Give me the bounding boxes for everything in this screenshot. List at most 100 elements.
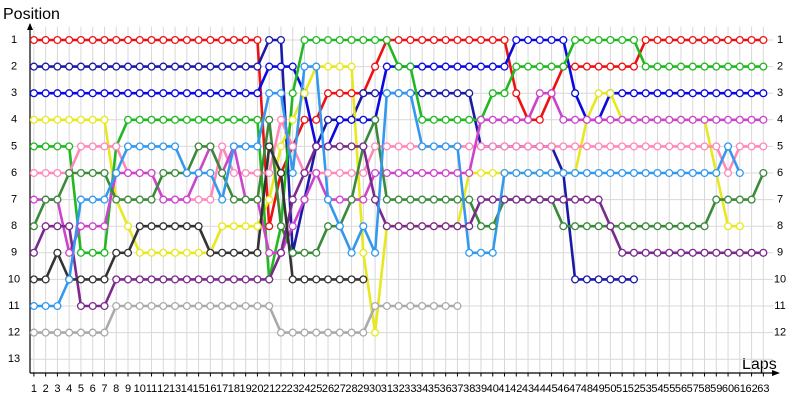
lap-marker: [229, 142, 238, 151]
lap-marker: [100, 168, 109, 178]
lap-marker: [65, 222, 74, 231]
lap-marker: [335, 168, 344, 178]
lap-marker: [100, 115, 109, 124]
lap-marker: [547, 35, 556, 45]
lap-marker: [747, 35, 756, 45]
lap-marker: [676, 35, 686, 45]
lap-marker: [112, 89, 121, 98]
lap-marker: [359, 115, 368, 124]
lap-marker: [29, 89, 38, 98]
lap-marker: [535, 168, 544, 178]
lap-marker: [618, 62, 627, 71]
lap-marker: [135, 62, 144, 71]
lap-marker: [700, 89, 709, 98]
lap-marker: [88, 195, 97, 204]
y2-tick-label: 11: [774, 300, 785, 312]
x-tick-label: 26: [322, 383, 334, 395]
lap-marker: [159, 35, 168, 45]
lap-marker: [712, 142, 721, 151]
lap-marker: [453, 89, 462, 98]
lap-marker: [535, 35, 544, 45]
lap-marker: [512, 115, 521, 124]
y-tick-label: 7: [11, 194, 17, 206]
lap-marker: [688, 35, 697, 45]
lap-marker: [194, 35, 203, 45]
lap-marker: [665, 115, 674, 124]
lap-marker: [688, 89, 697, 98]
lap-marker: [335, 62, 344, 71]
lap-marker: [700, 168, 709, 178]
lap-marker: [41, 62, 50, 71]
lap-marker: [112, 301, 121, 311]
y-tick-label: 11: [8, 300, 19, 312]
lap-marker: [676, 248, 686, 257]
lap-marker: [229, 195, 238, 204]
lap-marker: [218, 248, 227, 257]
lap-marker: [724, 35, 733, 45]
lap-marker: [618, 248, 627, 257]
lap-marker: [571, 275, 580, 284]
x-tick-label: 55: [663, 383, 675, 395]
lap-marker: [488, 248, 497, 257]
lap-marker: [135, 301, 144, 311]
lap-marker: [371, 115, 380, 124]
lap-marker: [594, 222, 603, 231]
x-tick-label: 21: [263, 383, 275, 395]
lap-marker: [724, 222, 733, 231]
x-tick-label: 46: [557, 383, 569, 395]
lap-marker: [347, 275, 356, 284]
lap-marker: [76, 115, 85, 124]
lap-marker: [535, 195, 544, 204]
lap-marker: [218, 275, 227, 284]
lap-marker: [53, 35, 62, 45]
lap-marker: [88, 115, 97, 124]
lap-marker: [123, 168, 133, 178]
x-tick-label: 40: [487, 383, 499, 395]
y-tick-label: 12: [8, 327, 20, 339]
x-tick-label: 23: [287, 383, 299, 395]
lap-marker: [147, 142, 156, 151]
lap-marker: [65, 328, 74, 337]
lap-marker: [606, 142, 615, 151]
lap-marker: [253, 35, 262, 45]
lap-marker: [500, 62, 509, 71]
x-tick-label: 29: [357, 383, 369, 395]
lap-marker: [135, 168, 144, 178]
lap-marker: [253, 142, 262, 151]
lap-marker: [559, 195, 568, 204]
lap-marker: [288, 222, 297, 231]
lap-marker: [429, 115, 438, 124]
lap-marker: [465, 89, 474, 98]
lap-marker: [206, 168, 215, 178]
lap-marker: [523, 168, 533, 178]
lap-marker: [265, 275, 274, 284]
lap-marker: [323, 89, 333, 98]
lap-marker: [41, 168, 50, 178]
lap-marker: [76, 168, 85, 178]
x-tick-label: 43: [522, 383, 534, 395]
lap-marker: [171, 168, 180, 178]
lap-marker: [123, 115, 133, 124]
lap-marker: [559, 222, 568, 231]
y2-tick-label: 10: [774, 273, 786, 285]
lap-marker: [382, 301, 391, 311]
lap-marker: [759, 115, 768, 124]
lap-marker: [29, 115, 38, 124]
lap-marker: [371, 301, 380, 311]
lap-marker: [523, 195, 533, 204]
x-tick-label: 19: [240, 383, 252, 395]
lap-marker: [512, 62, 521, 71]
lap-marker: [182, 248, 191, 257]
lap-marker: [747, 248, 756, 257]
lap-marker: [453, 62, 462, 71]
lap-marker: [594, 275, 603, 284]
lap-marker: [641, 62, 650, 71]
lap-marker: [241, 142, 250, 151]
lap-marker: [194, 168, 203, 178]
lap-marker: [182, 275, 191, 284]
lap-marker: [571, 35, 580, 45]
x-tick-label: 37: [451, 383, 463, 395]
lap-marker: [300, 248, 309, 257]
lap-marker: [441, 195, 450, 204]
lap-marker: [735, 89, 744, 98]
